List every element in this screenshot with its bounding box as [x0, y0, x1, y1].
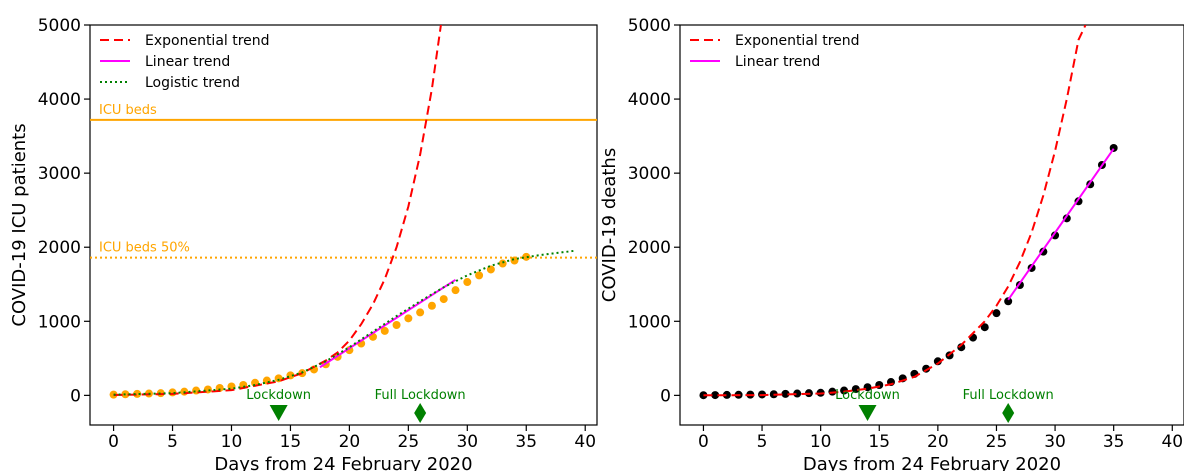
exponential-trend-line — [113, 25, 442, 396]
y-tick-label: 2000 — [38, 238, 81, 258]
data-point — [1051, 231, 1060, 240]
x-tick-label: 5 — [167, 432, 178, 452]
x-tick-label: 15 — [868, 432, 890, 452]
legend-item-label: Linear trend — [735, 54, 820, 70]
legend-item-label: Logistic trend — [145, 75, 240, 91]
y-tick-label: 3000 — [628, 164, 671, 184]
data-point — [416, 308, 425, 317]
y-tick-label: 1000 — [628, 312, 671, 332]
y-tick-label: 2000 — [628, 238, 671, 258]
data-point — [851, 385, 860, 394]
y-axis-label: COVID-19 deaths — [599, 148, 620, 302]
data-point — [215, 383, 224, 392]
linear-trend-line — [1007, 148, 1115, 301]
x-tick-label: 40 — [574, 432, 596, 452]
icu-chart-panel: 0 5 10 15 20 25 30 35 40 0 1000 2000 3000 4000 5000 Day… — [9, 16, 598, 471]
full-lockdown-marker — [414, 403, 427, 423]
reference-line-label: ICU beds — [99, 103, 157, 118]
legend-item-label: Linear trend — [145, 54, 230, 70]
y-tick-label: 0 — [70, 386, 81, 406]
data-point — [1109, 143, 1118, 152]
data-point — [722, 390, 731, 399]
y-axis-label: COVID-19 ICU patients — [9, 123, 30, 326]
x-axis-label: Days from 24 February 2020 — [803, 454, 1061, 471]
data-point — [427, 301, 436, 310]
plot-area — [699, 25, 1118, 400]
x-tick-label: 5 — [757, 432, 768, 452]
x-tick-label: 30 — [456, 432, 478, 452]
x-tick-label: 0 — [698, 432, 709, 452]
x-tick-label: 10 — [221, 432, 243, 452]
data-point — [840, 386, 849, 395]
full-lockdown-marker — [1002, 403, 1015, 423]
data-point — [451, 286, 460, 295]
data-point — [933, 357, 942, 366]
reference-line-label: ICU beds 50% — [99, 241, 190, 256]
x-tick-label: 10 — [810, 432, 832, 452]
data-point — [522, 252, 531, 261]
x-axis-label: Days from 24 February 2020 — [214, 454, 472, 471]
logistic-trend-line — [113, 249, 574, 396]
data-point — [510, 256, 519, 265]
plot-area — [90, 25, 597, 399]
x-tick-label: 25 — [986, 432, 1008, 452]
y-tick-label: 0 — [660, 386, 671, 406]
data-point — [498, 259, 507, 268]
y-tick-label: 5000 — [628, 16, 671, 36]
event-label: Full Lockdown — [375, 388, 466, 403]
data-point — [957, 343, 966, 352]
lockdown-marker — [858, 405, 877, 421]
plot-frame — [679, 24, 1184, 426]
x-tick-label: 35 — [1103, 432, 1125, 452]
data-point — [439, 295, 448, 304]
data-point — [711, 391, 720, 400]
legend-item-label: Exponential trend — [145, 33, 270, 49]
x-tick-label: 15 — [280, 432, 302, 452]
data-point — [1004, 297, 1013, 306]
legend-item-label: Exponential trend — [735, 33, 860, 49]
deaths-chart-panel: 0 5 10 15 20 25 30 35 40 0 1000 2000 3000 4000 5000 Day… — [599, 16, 1184, 471]
data-point — [980, 323, 989, 332]
y-tick-label: 4000 — [38, 90, 81, 110]
y-tick-label: 1000 — [38, 312, 81, 332]
x-tick-label: 20 — [927, 432, 949, 452]
linear-trend-line — [319, 278, 457, 369]
exponential-trend-line — [703, 25, 1087, 397]
data-point — [345, 346, 354, 355]
plot-frame — [89, 24, 598, 426]
x-tick-label: 35 — [515, 432, 537, 452]
data-point — [380, 326, 389, 335]
event-label: Full Lockdown — [963, 388, 1054, 403]
data-point — [475, 271, 484, 280]
x-tick-label: 0 — [108, 432, 119, 452]
y-tick-label: 5000 — [38, 16, 81, 36]
data-point — [781, 389, 790, 398]
x-tick-label: 30 — [1044, 432, 1066, 452]
data-point — [404, 314, 413, 323]
y-tick-label: 3000 — [38, 164, 81, 184]
y-tick-label: 4000 — [628, 90, 671, 110]
data-point — [392, 321, 401, 329]
data-point — [793, 389, 802, 398]
data-point — [133, 389, 142, 398]
data-point — [992, 309, 1001, 318]
lockdown-marker — [269, 405, 288, 421]
x-tick-label: 25 — [398, 432, 420, 452]
x-tick-label: 20 — [339, 432, 361, 452]
data-point — [463, 278, 472, 287]
event-label: Lockdown — [835, 388, 900, 403]
x-tick-label: 40 — [1161, 432, 1183, 452]
event-label: Lockdown — [246, 388, 311, 403]
